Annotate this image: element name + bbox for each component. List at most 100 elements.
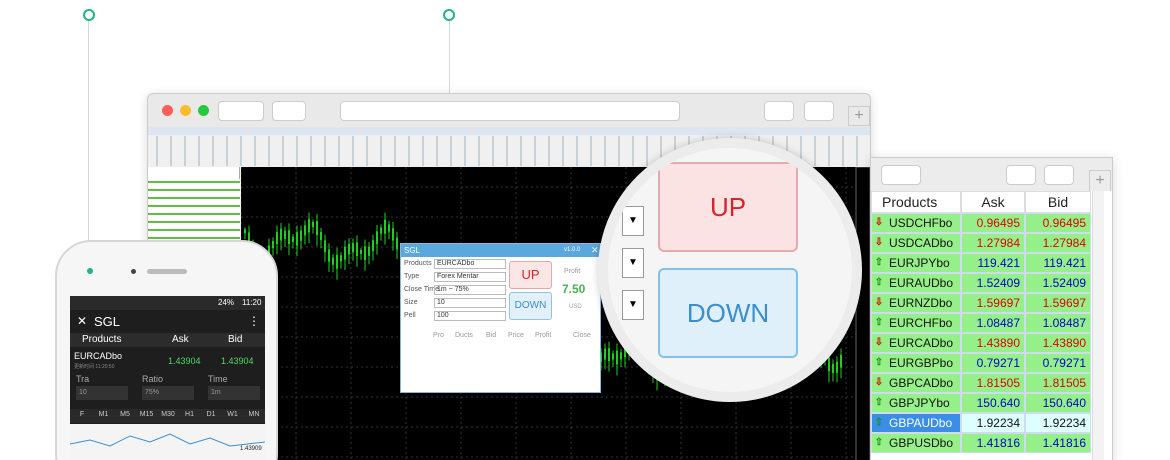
- arrow-up: ⇧: [874, 257, 884, 268]
- share-button[interactable]: [764, 101, 794, 121]
- field-label: Products: [404, 260, 432, 267]
- up-button[interactable]: UP: [509, 261, 552, 289]
- product-cell[interactable]: EURAUDbo: [871, 273, 961, 293]
- bid-cell: 1.59697: [1025, 293, 1091, 313]
- down-button[interactable]: DOWN: [509, 292, 552, 320]
- candle-body: [356, 242, 358, 256]
- arrow-down: ⇩: [874, 297, 884, 308]
- timeframe-tab[interactable]: MN: [248, 411, 260, 418]
- ask-cell: 1.41816: [961, 433, 1025, 453]
- candle-body: [332, 257, 334, 265]
- close-dot[interactable]: [162, 105, 173, 116]
- timeframe-tab[interactable]: M15: [139, 411, 154, 418]
- trade-dialog: SGL v1.0.0 ✕ Products EURCADbo Type Forex M…: [400, 243, 601, 393]
- timeframe-tab[interactable]: M5: [120, 411, 130, 418]
- candle-body: [620, 352, 622, 360]
- nav-buttons[interactable]: [218, 101, 264, 121]
- field-input[interactable]: 10: [434, 298, 506, 308]
- candle-body: [600, 352, 602, 362]
- product-cell[interactable]: EURCHFbo: [871, 313, 961, 333]
- bid-cell: 150.640: [1025, 393, 1091, 413]
- field-label: Pell: [404, 312, 416, 319]
- timeframe-tab[interactable]: F: [79, 411, 85, 418]
- product-cell[interactable]: GBPAUDbo: [871, 413, 961, 433]
- minimize-dot[interactable]: [180, 105, 191, 116]
- dialog-header: SGL v1.0.0 ✕: [401, 244, 600, 257]
- candle-body: [380, 227, 382, 234]
- scrollbar: [1092, 191, 1104, 460]
- arrow-up: ⇧: [874, 317, 884, 328]
- timeframe-tab[interactable]: H1: [185, 411, 194, 418]
- field-input[interactable]: EURCADbo: [434, 259, 506, 269]
- zoom-down-button[interactable]: DOWN: [658, 268, 798, 358]
- candle-body: [316, 221, 318, 235]
- tabs-button[interactable]: [1044, 165, 1074, 185]
- tabs-button[interactable]: [804, 101, 834, 121]
- timeframe-tab[interactable]: M1: [98, 411, 109, 418]
- dialog-close[interactable]: ✕: [591, 245, 599, 255]
- new-tab[interactable]: +: [1089, 170, 1111, 192]
- close-icon[interactable]: ✕: [77, 314, 88, 328]
- zoom-up-button[interactable]: UP: [658, 162, 798, 252]
- phone-product: EURCADbo: [74, 351, 123, 361]
- product-cell[interactable]: USDCADbo: [871, 233, 961, 253]
- new-tab[interactable]: +: [848, 106, 870, 126]
- bid-cell: 1.41816: [1025, 433, 1091, 453]
- candle-body: [272, 240, 274, 249]
- zoom-dropdown[interactable]: ▼: [622, 290, 644, 320]
- position-columns: Pro Ducts Bid Price Profit Close: [401, 332, 600, 342]
- address-bar[interactable]: [340, 101, 680, 121]
- candle-body: [328, 249, 330, 262]
- column-header: Products: [82, 334, 122, 345]
- timeframe-tab[interactable]: M30: [161, 411, 175, 418]
- product-cell[interactable]: GBPCADbo: [871, 373, 961, 393]
- field-input[interactable]: 1m ~ 75%: [434, 285, 506, 295]
- product-cell[interactable]: GBPJPYbo: [871, 393, 961, 413]
- timeframe-tab[interactable]: D1: [206, 411, 216, 418]
- candle-body: [276, 231, 278, 245]
- candle-body: [292, 236, 294, 242]
- profit-currency: USD: [569, 304, 582, 310]
- sidebar-button[interactable]: [272, 101, 306, 121]
- product-cell[interactable]: EURCADbo: [871, 333, 961, 353]
- product-cell[interactable]: EURGBPbo: [871, 353, 961, 373]
- product-cell[interactable]: EURNZDbo: [871, 293, 961, 313]
- field-input[interactable]: 75%: [142, 386, 194, 400]
- candle-body: [832, 363, 834, 373]
- zoom-dot[interactable]: [198, 105, 209, 116]
- candle-body: [396, 237, 398, 250]
- ask-cell: 1.52409: [961, 273, 1025, 293]
- timeframe-tab[interactable]: W1: [227, 411, 238, 418]
- profit-value: 7.50: [562, 282, 586, 296]
- product-cell[interactable]: GBPUSDbo: [871, 433, 961, 453]
- field-input[interactable]: 10: [76, 386, 128, 400]
- column-header: Ducts: [455, 332, 473, 339]
- zoom-dropdown[interactable]: ▼: [622, 206, 644, 236]
- market-watch-list: [148, 179, 240, 243]
- share-button[interactable]: [1006, 165, 1036, 185]
- candle-body: [340, 255, 342, 262]
- phone-chart-path: [70, 433, 265, 447]
- menu-icon[interactable]: ⋮: [248, 314, 260, 328]
- ask-cell: 1.81505: [961, 373, 1025, 393]
- product-cell[interactable]: EURJPYbo: [871, 253, 961, 273]
- product-cell[interactable]: USDCHFbo: [871, 213, 961, 233]
- field-input[interactable]: 1m: [208, 386, 260, 400]
- ask-cell: 1.59697: [961, 293, 1025, 313]
- field-input[interactable]: Forex Mentar: [434, 272, 506, 282]
- candle-body: [612, 353, 614, 360]
- bid-cell: 1.52409: [1025, 273, 1091, 293]
- ask-cell: 1.27984: [961, 233, 1025, 253]
- reload-bar[interactable]: [881, 165, 921, 185]
- field-input[interactable]: 100: [434, 311, 506, 321]
- ask-cell: 119.421: [961, 253, 1025, 273]
- zoom-dropdown[interactable]: ▼: [622, 248, 644, 278]
- timeframes: F M1 M5 M15 M30 H1 D1 W1 MN: [70, 409, 265, 423]
- phone-fields: Tra 10 Ratio 75% Time 1m: [70, 374, 265, 404]
- arrow-up: ⇧: [874, 417, 884, 428]
- ask-cell: 150.640: [961, 393, 1025, 413]
- ask-cell: 1.08487: [961, 313, 1025, 333]
